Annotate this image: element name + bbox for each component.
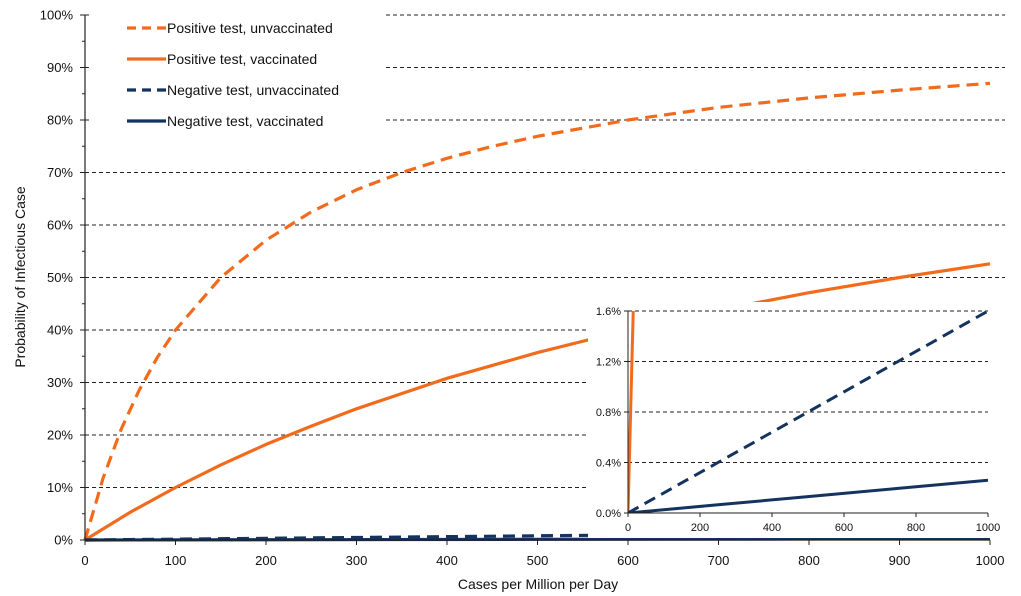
main-axes: 0% 10% 20% 30% 40% 50% 60% 70% 80% 90% 100% 0 100 200…: [40, 8, 1005, 569]
y-tick-label: 80%: [47, 113, 73, 128]
x-tick-label: 100: [165, 553, 187, 568]
x-tick-label: 600: [617, 553, 639, 568]
inset-x-tick-label: 1000: [976, 522, 1000, 534]
legend-label: Negative test, vaccinated: [167, 113, 323, 129]
inset-x-tick-label: 200: [691, 522, 709, 534]
y-axis-title: Probability of Infectious Case: [12, 186, 28, 368]
y-tick-label: 20%: [47, 428, 73, 443]
inset-y-tick-label: 0.4%: [596, 458, 621, 470]
inset-chart: 0.0% 0.4% 0.8% 1.2% 1.6% 0 200 400 600 800 1000: [588, 302, 1013, 538]
y-tick-label: 10%: [47, 480, 73, 495]
y-tick-label: 90%: [47, 60, 73, 75]
inset-y-tick-label: 0.0%: [596, 508, 621, 520]
inset-series-line-negative-test-vaccinated: [628, 478, 988, 513]
y-tick-label: 50%: [47, 270, 73, 285]
inset-series-layer: [628, 311, 988, 513]
inset-x-tick-label: 800: [907, 522, 925, 534]
y-tick-label: 0%: [54, 533, 73, 548]
x-axis-title: Cases per Million per Day: [458, 576, 618, 592]
inset-series-line-positive-test-vaccinated: [628, 311, 635, 513]
inset-y-tick-label: 0.8%: [596, 407, 621, 419]
x-tick-label: 200: [255, 553, 277, 568]
y-tick-label: 40%: [47, 323, 73, 338]
inset-x-tick-label: 400: [763, 522, 781, 534]
inset-series-line-negative-test-unvaccinated: [628, 311, 988, 513]
inset-y-tick-label: 1.6%: [596, 306, 621, 318]
series-line-positive-test-unvaccinated: [83, 81, 991, 541]
legend: Positive test, unvaccinated Positive test…: [92, 10, 384, 136]
x-tick-label: 900: [889, 553, 911, 568]
y-tick-label: 100%: [40, 8, 74, 23]
inset-y-tick-label: 1.2%: [596, 357, 621, 369]
y-tick-label: 70%: [47, 165, 73, 180]
x-tick-label: 800: [798, 553, 820, 568]
x-tick-label: 400: [436, 553, 458, 568]
inset-background: [588, 302, 1013, 538]
x-tick-label: 1000: [976, 553, 1005, 568]
legend-background: [92, 10, 384, 136]
legend-label: Negative test, unvaccinated: [167, 82, 339, 98]
inset-x-tick-label: 600: [835, 522, 853, 534]
x-tick-label: 700: [708, 553, 730, 568]
y-tick-label: 30%: [47, 375, 73, 390]
x-tick-label: 0: [81, 553, 88, 568]
series-line-positive-test-vaccinated: [84, 262, 991, 542]
legend-label: Positive test, unvaccinated: [167, 20, 333, 36]
legend-label: Positive test, vaccinated: [167, 51, 317, 67]
x-tick-label: 500: [527, 553, 549, 568]
inset-x-tick-label: 0: [625, 522, 631, 534]
x-tick-label: 300: [346, 553, 368, 568]
y-tick-label: 60%: [47, 218, 73, 233]
